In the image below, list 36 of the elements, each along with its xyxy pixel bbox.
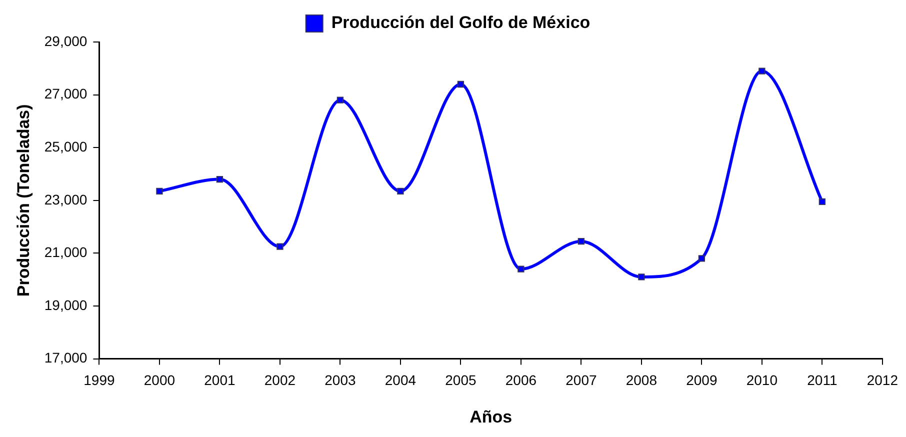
x-axis-title: Años — [470, 407, 512, 426]
x-tick-label: 2007 — [566, 372, 597, 388]
y-tick-label: 27,000 — [44, 86, 88, 102]
y-tick-label: 17,000 — [44, 350, 88, 366]
point — [818, 198, 826, 206]
x-tick-label: 2005 — [445, 372, 476, 388]
point — [156, 188, 163, 194]
x-tick-label: 2000 — [144, 372, 176, 388]
legend-label: Producción del Golfo de México — [331, 13, 590, 32]
point — [216, 176, 224, 183]
x-tick-label: 1999 — [84, 372, 115, 388]
y-tick-label: 29,000 — [44, 32, 88, 49]
point — [457, 80, 464, 88]
x-tick-label: 2002 — [264, 372, 296, 388]
x-tick-label: 2012 — [866, 372, 898, 388]
x-tick-label: 2008 — [626, 372, 658, 388]
x-tick-label: 2003 — [324, 372, 356, 388]
point — [397, 188, 404, 194]
point — [336, 96, 344, 104]
y-tick-label: 19,000 — [44, 296, 88, 313]
point — [276, 243, 284, 250]
y-axis-title: Producción (Toneladas) — [14, 104, 33, 297]
y-tick-label: 25,000 — [44, 138, 88, 154]
x-tick-label: 2009 — [686, 372, 718, 388]
point — [578, 238, 585, 245]
point — [638, 274, 645, 280]
x-tick-label: 2006 — [505, 372, 537, 388]
point — [518, 266, 524, 272]
x-tick-label: 2011 — [807, 372, 838, 388]
x-tick-label: 2004 — [384, 372, 416, 388]
point — [758, 68, 766, 74]
y-tick-label: 23,000 — [44, 191, 88, 208]
x-tick-label: 2010 — [746, 372, 778, 388]
x-tick-label: 2001 — [204, 372, 236, 388]
point — [698, 255, 706, 262]
y-tick-label: 21,000 — [44, 244, 88, 260]
